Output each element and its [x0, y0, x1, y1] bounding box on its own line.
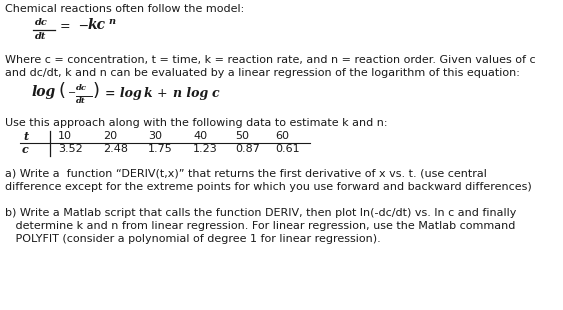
Text: 40: 40: [193, 131, 207, 141]
Text: dt: dt: [76, 97, 86, 105]
Text: kc: kc: [88, 18, 106, 32]
Text: Chemical reactions often follow the model:: Chemical reactions often follow the mode…: [5, 4, 244, 14]
Text: 3.52: 3.52: [58, 144, 83, 154]
Text: 0.61: 0.61: [275, 144, 300, 154]
Text: k: k: [144, 87, 153, 100]
Text: dc: dc: [35, 18, 48, 27]
Text: 2.48: 2.48: [103, 144, 128, 154]
Text: Where c = concentration, t = time, k = reaction rate, and n = reaction order. Gi: Where c = concentration, t = time, k = r…: [5, 55, 535, 65]
Text: 20: 20: [103, 131, 117, 141]
Text: 1.75: 1.75: [148, 144, 173, 154]
Text: 50: 50: [235, 131, 249, 141]
Text: 10: 10: [58, 131, 72, 141]
Text: n: n: [172, 87, 181, 100]
Text: Use this approach along with the following data to estimate k and n:: Use this approach along with the followi…: [5, 118, 387, 128]
Text: difference except for the extreme points for which you use forward and backward : difference except for the extreme points…: [5, 182, 531, 192]
Text: POLYFIT (consider a polynomial of degree 1 for linear regression).: POLYFIT (consider a polynomial of degree…: [5, 234, 381, 244]
Text: a) Write a  function “DERIV(t,x)” that returns the first derivative of x vs. t. : a) Write a function “DERIV(t,x)” that re…: [5, 169, 487, 179]
Text: =  −: = −: [60, 20, 89, 33]
Text: n: n: [108, 17, 115, 26]
Text: t: t: [23, 131, 28, 142]
Text: 30: 30: [148, 131, 162, 141]
Text: 0.87: 0.87: [235, 144, 260, 154]
Text: (: (: [58, 82, 65, 100]
Text: c: c: [22, 144, 29, 155]
Text: ): ): [93, 82, 100, 100]
Text: dc: dc: [76, 84, 87, 92]
Text: and dc/dt, k and n can be evaluated by a linear regression of the logarithm of t: and dc/dt, k and n can be evaluated by a…: [5, 68, 520, 78]
Text: log: log: [32, 85, 56, 99]
Text: 60: 60: [275, 131, 289, 141]
Text: b) Write a Matlab script that calls the function DERIV, then plot ln(-dc/dt) vs.: b) Write a Matlab script that calls the …: [5, 208, 516, 218]
Text: −: −: [68, 88, 76, 98]
Text: log: log: [182, 87, 211, 100]
Text: 1.23: 1.23: [193, 144, 218, 154]
Text: determine k and n from linear regression. For linear regression, use the Matlab : determine k and n from linear regression…: [5, 221, 515, 231]
Text: dt: dt: [35, 32, 46, 41]
Text: +: +: [153, 87, 176, 100]
Text: = log: = log: [105, 87, 144, 100]
Text: c: c: [212, 87, 220, 100]
